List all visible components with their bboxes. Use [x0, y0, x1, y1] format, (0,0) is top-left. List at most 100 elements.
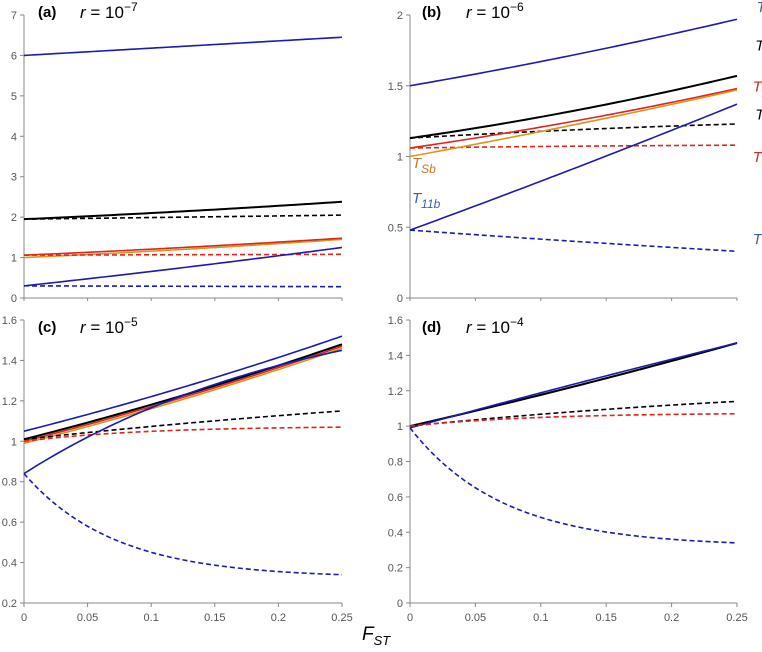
panel-label: (a): [38, 4, 56, 21]
panel-label: (d): [422, 319, 441, 336]
series-line-t11b: [409, 103, 738, 231]
y-tick-label: 0.8: [2, 477, 17, 489]
annotation-sub: 22b: [761, 85, 762, 99]
r-base-text: = 10: [86, 3, 124, 22]
y-tick-label: 1.6: [2, 315, 17, 327]
r-value-label: r = 10−5: [80, 315, 138, 337]
series-line-ttw-dashed: [23, 214, 343, 220]
series-line-t11b: [23, 349, 343, 475]
series-line-ttb: [23, 200, 343, 221]
y-tick-label: 1.2: [2, 396, 17, 408]
series-annotation-11w: T11w: [753, 231, 762, 252]
x-tick-label: 0: [407, 612, 413, 624]
annotation-sub: 11b: [421, 197, 440, 211]
annotation-main: T: [753, 149, 762, 166]
r-symbol: r: [466, 3, 473, 22]
series-line-t22b: [23, 345, 343, 443]
y-tick-label: 0.6: [2, 517, 17, 529]
panel-c: 0.2 0.4 0.6 0.8 1 1.2 1.4 1.6 0 0.05 0.1 0.15 0.2 0.2…: [2, 315, 353, 624]
series-annotation-sb: TSb: [412, 155, 436, 176]
y-tick-label: 2: [397, 10, 403, 22]
r-symbol: r: [80, 318, 87, 337]
y-tick-label: 1: [397, 421, 403, 433]
panel-label: (c): [38, 319, 56, 336]
x-tick-label: 0.15: [595, 612, 616, 624]
series-line-ttw-dashed: [23, 410, 343, 441]
annotation-main: T: [753, 231, 762, 248]
annotation-main: T: [755, 107, 762, 124]
panel-a: 0 1 2 3 4 5 6 7 (a) r = 10−7: [11, 0, 343, 305]
annotation-main: T: [755, 37, 762, 54]
y-tick-label: 1.4: [2, 355, 17, 367]
y-tick-label: 7: [11, 10, 17, 22]
y-tick-label: 5: [11, 91, 17, 103]
series-line-t11w-dashed: [409, 229, 738, 253]
series-line-ttb: [409, 74, 738, 140]
annotation-main: T: [412, 155, 423, 172]
series-line-tsb: [23, 347, 343, 445]
y-tick-label: 0.6: [388, 492, 403, 504]
r-symbol: r: [466, 318, 473, 337]
x-tick-label: 0.2: [664, 612, 679, 624]
r-value-label: r = 10−6: [466, 0, 524, 22]
series-line-t11w-dashed: [23, 473, 343, 576]
series-annotation-22w: T22w: [753, 149, 762, 170]
series-line-tsb: [23, 238, 343, 259]
x-tick-label: 0.05: [77, 612, 98, 624]
series-line-t12: [23, 36, 343, 57]
r-base-text: = 10: [472, 3, 510, 22]
series-line-t22b: [409, 87, 738, 149]
x-tick-label: 0.1: [144, 612, 159, 624]
y-tick-label: 0.2: [388, 563, 403, 575]
y-tick-label: 0: [397, 293, 403, 305]
series-annotation-22b: T22b: [753, 78, 762, 99]
y-tick-label: 1.2: [388, 386, 403, 398]
y-tick-label: 1.4: [388, 350, 403, 362]
series-annotation-tb: TTb: [755, 37, 762, 58]
r-value-label: r = 10−4: [466, 315, 524, 337]
y-tick-label: 0.4: [2, 558, 17, 570]
r-exponent-text: −6: [510, 0, 524, 14]
series-line-t22w-dashed: [409, 412, 738, 427]
series-line-t22w-dashed: [409, 144, 738, 149]
x-tick-label: 0.05: [465, 612, 486, 624]
r-exponent-text: −4: [510, 315, 524, 329]
series-line-t11w-dashed: [409, 427, 738, 544]
annotation-main: T: [412, 190, 423, 207]
x-tick-label: 0: [21, 612, 27, 624]
annotation-main: T: [753, 78, 762, 95]
y-tick-label: 1.5: [388, 81, 403, 93]
y-tick-label: 0.8: [388, 457, 403, 469]
panel-label: (b): [422, 4, 441, 21]
panel-d: 0 0.2 0.4 0.6 0.8 1 1.2 1.4 1.6 0 0.05 0.1 0.15 0.2 0.…: [388, 315, 748, 624]
r-symbol: r: [80, 3, 87, 22]
y-tick-label: 1: [11, 436, 17, 448]
annotation-sub: Sb: [421, 162, 436, 176]
x-tick-label: 0.25: [726, 612, 747, 624]
series-annotation-12: T12: [757, 0, 762, 20]
series-line-t11b: [409, 342, 738, 429]
panel-b: 00.511.52(b)r = 10−6T12TTbT22bTTwT22wTSb…: [388, 0, 762, 305]
r-base-text: = 10: [86, 318, 124, 337]
y-tick-label: 6: [11, 50, 17, 62]
annotation-sub: 22w: [761, 156, 762, 170]
r-exponent-text: −5: [124, 315, 138, 329]
series-line-t22w-dashed: [23, 426, 343, 443]
series-line-t11b: [23, 246, 343, 287]
x-tick-label: 0.25: [331, 612, 352, 624]
y-tick-label: 1: [11, 253, 17, 265]
x-tick-label: 0.15: [204, 612, 225, 624]
y-tick-label: 0: [11, 293, 17, 305]
y-tick-label: 0.4: [388, 527, 403, 539]
series-line-ttw-dashed: [409, 400, 738, 427]
r-value-label: r = 10−7: [80, 0, 138, 22]
series-line-tsb: [409, 89, 738, 158]
series-line-t11w-dashed: [23, 285, 343, 288]
series-annotation-tw: TTw: [755, 107, 762, 128]
annotation-main: T: [757, 0, 762, 16]
y-tick-label: 2: [11, 212, 17, 224]
x-tick-label: 0.2: [271, 612, 286, 624]
r-base-text: = 10: [472, 318, 510, 337]
series-line-ttb: [23, 343, 343, 441]
